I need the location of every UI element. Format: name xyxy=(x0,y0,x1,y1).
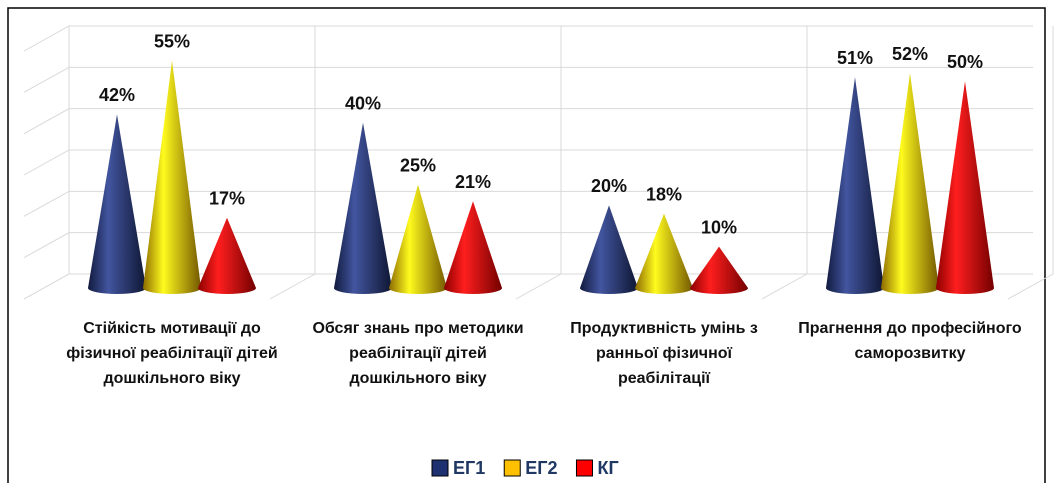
divider xyxy=(1007,26,1054,300)
data-label: 40% xyxy=(345,93,381,113)
legend-swatch xyxy=(503,459,521,477)
cone xyxy=(334,122,392,295)
divider xyxy=(761,26,808,300)
legend-label: КГ xyxy=(597,458,618,478)
data-label: 25% xyxy=(400,155,436,175)
data-label: 42% xyxy=(99,85,135,105)
cone xyxy=(580,205,638,294)
cone xyxy=(936,81,994,294)
divider xyxy=(23,26,70,300)
data-label: 10% xyxy=(701,217,737,237)
cone xyxy=(444,201,502,294)
data-label: 50% xyxy=(947,52,983,72)
divider xyxy=(515,26,562,300)
cone xyxy=(690,246,748,294)
data-label: 20% xyxy=(591,176,627,196)
data-label: 21% xyxy=(455,172,491,192)
cone xyxy=(635,213,693,294)
legend-label: ЕГ2 xyxy=(525,458,557,478)
data-label: 17% xyxy=(209,188,245,208)
data-label: 55% xyxy=(154,31,190,51)
cone xyxy=(881,73,939,294)
cone xyxy=(826,77,884,294)
legend-swatch xyxy=(575,459,593,477)
legend-label: ЕГ1 xyxy=(453,458,485,478)
x-tick-label: Стійкість мотивації до фізичної реабіліт… xyxy=(66,320,278,387)
legend-swatch xyxy=(431,459,449,477)
cone xyxy=(389,184,447,294)
x-tick-label: Продуктивність умінь з ранньої фізичної … xyxy=(570,320,758,387)
x-tick-label: Обсяг знань про методики реабілітації ді… xyxy=(312,320,524,387)
cone xyxy=(143,60,201,294)
cone xyxy=(88,114,146,295)
cone xyxy=(198,217,256,294)
x-tick-label: Прагнення до професійного саморозвитку xyxy=(798,320,1022,362)
data-label: 52% xyxy=(892,44,928,64)
divider xyxy=(269,26,316,300)
data-label: 51% xyxy=(837,48,873,68)
data-label: 18% xyxy=(646,184,682,204)
